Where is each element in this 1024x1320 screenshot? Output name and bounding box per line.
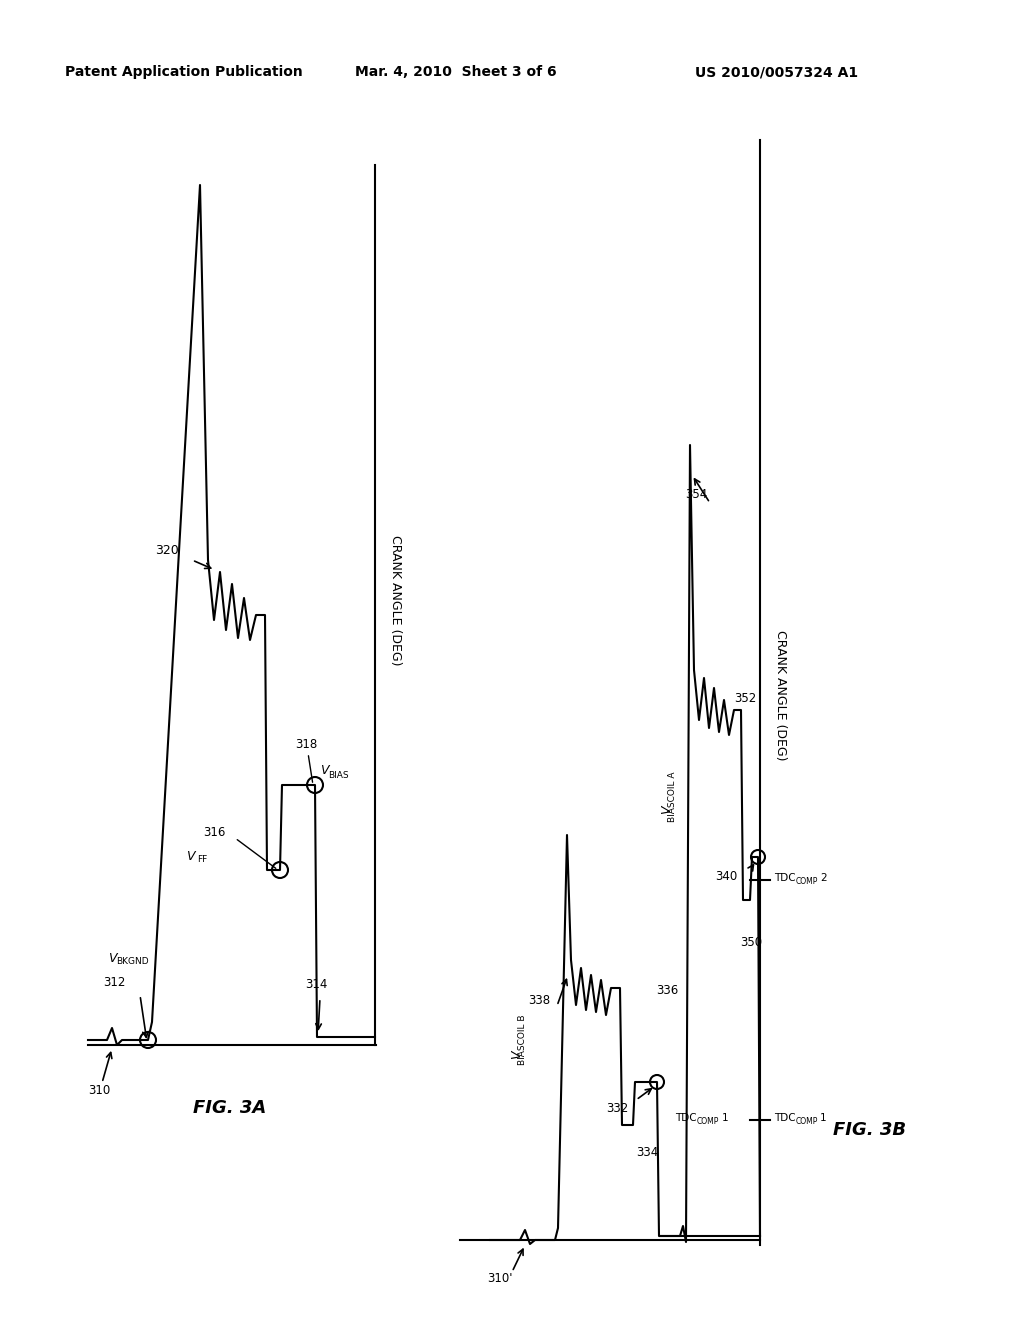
Text: FF: FF <box>197 855 207 865</box>
Text: 318: 318 <box>295 738 317 751</box>
Text: 314: 314 <box>305 978 328 991</box>
Text: FIG. 3A: FIG. 3A <box>194 1100 266 1117</box>
Text: COMP: COMP <box>697 1118 720 1126</box>
Text: 332: 332 <box>606 1101 629 1114</box>
Text: V: V <box>186 850 195 862</box>
Text: 354: 354 <box>685 488 708 502</box>
Text: 316: 316 <box>203 825 225 838</box>
Text: 310': 310' <box>487 1271 512 1284</box>
Text: V: V <box>660 805 673 814</box>
Text: 336: 336 <box>656 983 678 997</box>
Text: 334: 334 <box>636 1146 658 1159</box>
Text: Patent Application Publication: Patent Application Publication <box>65 65 303 79</box>
Text: FIG. 3B: FIG. 3B <box>834 1121 906 1139</box>
Text: V: V <box>319 764 329 777</box>
Text: TDC: TDC <box>675 1113 696 1123</box>
Text: V: V <box>108 952 117 965</box>
Text: 1: 1 <box>820 1113 826 1123</box>
Text: V: V <box>510 1051 523 1059</box>
Text: 350: 350 <box>740 936 762 949</box>
Text: Mar. 4, 2010  Sheet 3 of 6: Mar. 4, 2010 Sheet 3 of 6 <box>355 65 557 79</box>
Text: 2: 2 <box>820 873 826 883</box>
Text: BIASCOIL B: BIASCOIL B <box>518 1015 527 1065</box>
Text: COMP: COMP <box>796 878 818 887</box>
Text: BIASCOIL A: BIASCOIL A <box>668 772 677 822</box>
Text: 1: 1 <box>722 1113 729 1123</box>
Text: BIAS: BIAS <box>328 771 348 780</box>
Text: 338: 338 <box>528 994 550 1006</box>
Text: 320: 320 <box>155 544 179 557</box>
Text: 340: 340 <box>715 870 737 883</box>
Text: TDC: TDC <box>774 1113 796 1123</box>
Text: BKGND: BKGND <box>116 957 148 966</box>
Text: 310: 310 <box>88 1084 111 1097</box>
Text: 352: 352 <box>734 692 757 705</box>
Text: 312: 312 <box>103 975 125 989</box>
Text: CRANK ANGLE (DEG): CRANK ANGLE (DEG) <box>389 535 402 665</box>
Text: CRANK ANGLE (DEG): CRANK ANGLE (DEG) <box>774 630 787 760</box>
Text: COMP: COMP <box>796 1118 818 1126</box>
Text: US 2010/0057324 A1: US 2010/0057324 A1 <box>695 65 858 79</box>
Text: TDC: TDC <box>774 873 796 883</box>
